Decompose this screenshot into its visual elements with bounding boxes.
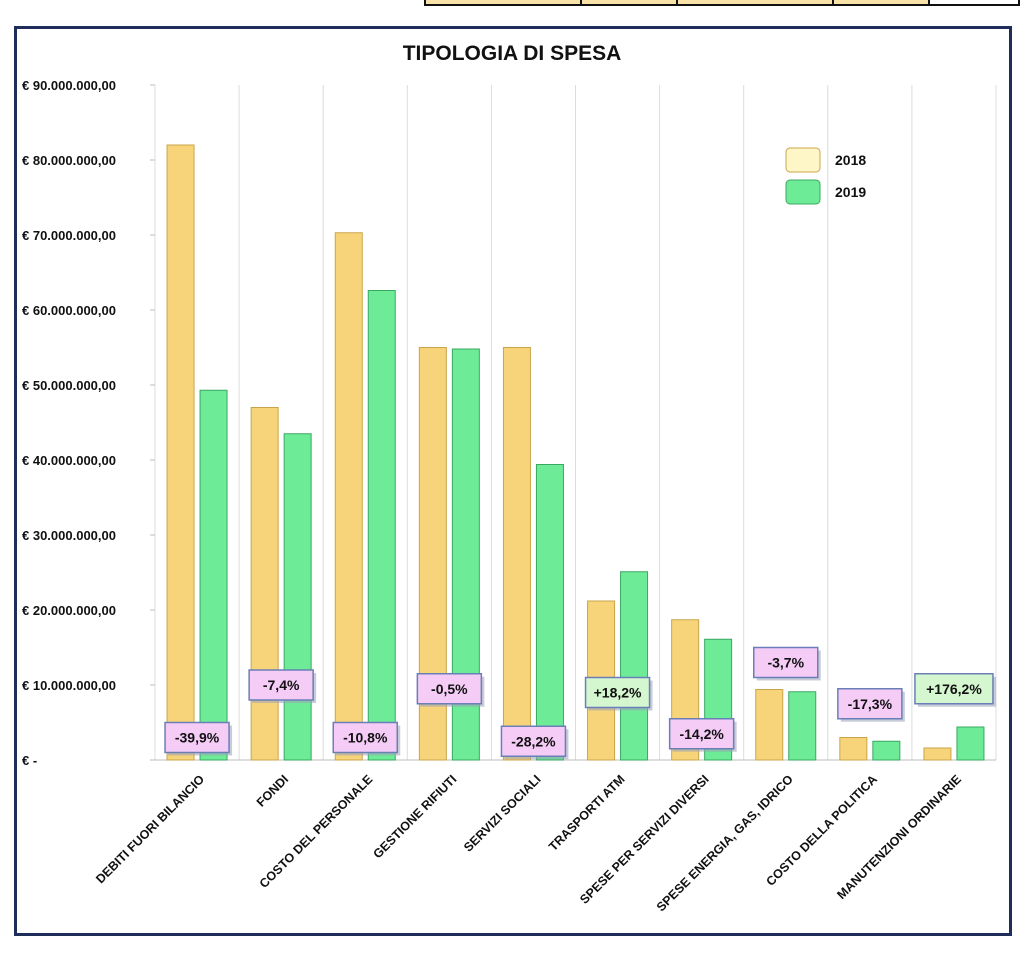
y-tick-label: € - [22, 753, 37, 768]
variation-badge [332, 721, 398, 754]
y-tick-label: € 10.000.000,00 [22, 678, 116, 693]
x-tick-label: FONDI [254, 772, 291, 809]
variation-badge [668, 718, 735, 750]
variation-label: -10,8% [343, 730, 388, 746]
bar-2019 [199, 389, 228, 761]
variation-badge [753, 646, 819, 679]
strip-cell [582, 0, 678, 4]
x-tick-label: SERVIZI SOCIALI [461, 772, 543, 854]
bar-2018 [166, 144, 195, 761]
variation-label: -28,2% [511, 733, 556, 749]
y-tick-label: € 50.000.000,00 [22, 378, 116, 393]
variation-label: +18,2% [594, 685, 642, 701]
bar-2019 [535, 464, 564, 761]
x-tick-label: SPESE ENERGIA, GAS, IDRICO [654, 772, 796, 914]
bar-2019 [956, 726, 985, 761]
x-tick-label: TRASPORTI ATM [546, 772, 628, 854]
y-tick-label: € 30.000.000,00 [22, 528, 116, 543]
bar-2019 [283, 433, 312, 761]
bar-2019 [620, 571, 649, 761]
bar-2018 [502, 347, 531, 761]
variation-badge [914, 673, 994, 705]
variation-label: -7,4% [263, 677, 300, 693]
variation-label: -39,9% [175, 730, 220, 746]
strip-cell [930, 0, 1018, 4]
bar-2019 [788, 691, 817, 761]
legend-swatch-2018 [785, 147, 821, 173]
strip-cell [678, 0, 834, 4]
y-tick-label: € 90.000.000,00 [22, 78, 116, 93]
top-table-strip [424, 0, 1020, 6]
bar-2018 [250, 407, 279, 761]
variation-badge [500, 725, 567, 757]
y-tick-label: € 70.000.000,00 [22, 228, 116, 243]
legend: 2018 2019 [785, 147, 866, 205]
y-tick-label: € 60.000.000,00 [22, 303, 116, 318]
x-tick-label: GESTIONE RIFIUTI [371, 772, 460, 861]
variation-badge [837, 688, 903, 720]
y-axis: € 90.000.000,00 € 80.000.000,00 € 70.000.0… [22, 78, 155, 768]
legend-label-2018: 2018 [835, 152, 866, 168]
variation-label: -3,7% [767, 655, 804, 671]
variation-badge [248, 669, 314, 701]
strip-cell [834, 0, 930, 4]
x-tick-label: DEBITI FUORI BILANCIO [93, 772, 207, 886]
bar-2019 [367, 290, 396, 761]
chart-title: TIPOLOGIA DI SPESA [403, 42, 622, 65]
bar-2018 [755, 689, 784, 761]
variation-label: -0,5% [431, 681, 468, 697]
strip-cell [426, 0, 582, 4]
y-tick-label: € 20.000.000,00 [22, 603, 116, 618]
variation-label: +176,2% [926, 681, 982, 697]
bar-2019 [872, 740, 901, 761]
variation-badges: -39,9% -7,4% -10,8% -0,5% -28,2% +18,2% -14,2%… [164, 646, 996, 760]
variation-badge [584, 676, 651, 709]
legend-label-2019: 2019 [835, 184, 866, 200]
variation-label: -14,2% [679, 726, 724, 742]
bar-2018 [334, 232, 363, 761]
y-tick-label: € 40.000.000,00 [22, 453, 116, 468]
grid-lines [154, 85, 997, 761]
variation-badge [164, 721, 230, 754]
variation-label: -17,3% [848, 696, 893, 712]
bar-2018 [923, 747, 952, 761]
y-tick-label: € 80.000.000,00 [22, 153, 116, 168]
variation-badge [416, 673, 483, 705]
bar-2018 [839, 737, 868, 761]
legend-swatch-2019 [785, 179, 821, 205]
